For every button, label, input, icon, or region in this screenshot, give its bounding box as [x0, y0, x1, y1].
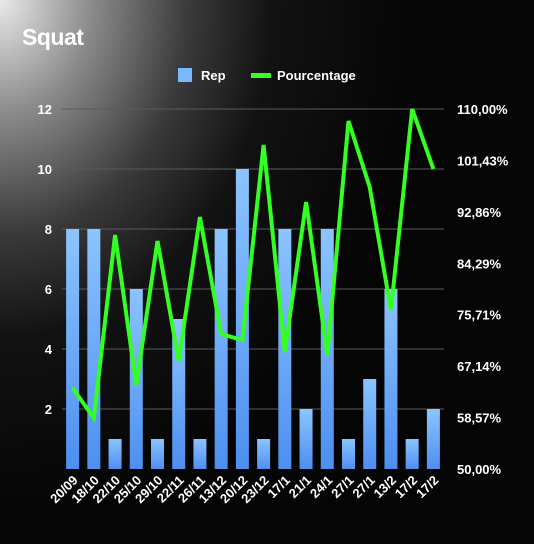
bar-rep	[87, 229, 101, 469]
bar-rep	[172, 319, 186, 469]
bar-rep	[66, 229, 80, 469]
bar-rep	[384, 289, 398, 469]
bar-rep	[214, 229, 228, 469]
chart-title: Squat	[22, 24, 84, 50]
y-right-tick-label: 50,00%	[457, 462, 502, 477]
line-pourcentage	[70, 108, 436, 424]
y-left-tick-label: 12	[38, 102, 52, 117]
bar-rep	[342, 439, 355, 469]
y-right-tick-label: 58,57%	[457, 411, 502, 426]
y-right-tick-label: 67,14%	[457, 359, 502, 374]
y-left-tick-label: 10	[38, 162, 52, 177]
y-left-tick-label: 2	[45, 402, 52, 417]
y-right-tick-label: 75,71%	[457, 308, 502, 323]
y-right-tick-label: 101,43%	[457, 153, 509, 168]
bar-rep	[426, 409, 440, 469]
bar-rep	[193, 439, 207, 469]
y-right-tick-label: 110,00%	[457, 102, 508, 117]
bar-rep	[151, 439, 164, 469]
bar-rep	[257, 439, 271, 469]
legend-label-rep: Rep	[201, 68, 226, 83]
y-left-tick-label: 4	[45, 342, 53, 357]
y-left-tick-label: 8	[45, 222, 52, 237]
y-right-tick-label: 84,29%	[457, 256, 502, 271]
x-tick-label: 17/2	[413, 473, 442, 502]
legend-swatch-pourcentage	[251, 73, 271, 78]
y-right-tick-label: 92,86%	[457, 205, 502, 220]
y-left-tick-label: 6	[45, 282, 52, 297]
bar-rep	[108, 439, 122, 469]
bar-rep	[363, 379, 377, 469]
legend-label-pourcentage: Pourcentage	[277, 68, 356, 83]
bar-rep	[405, 439, 419, 469]
bar-rep	[299, 409, 313, 469]
legend-swatch-rep	[178, 68, 192, 82]
bar-rep	[235, 169, 249, 469]
